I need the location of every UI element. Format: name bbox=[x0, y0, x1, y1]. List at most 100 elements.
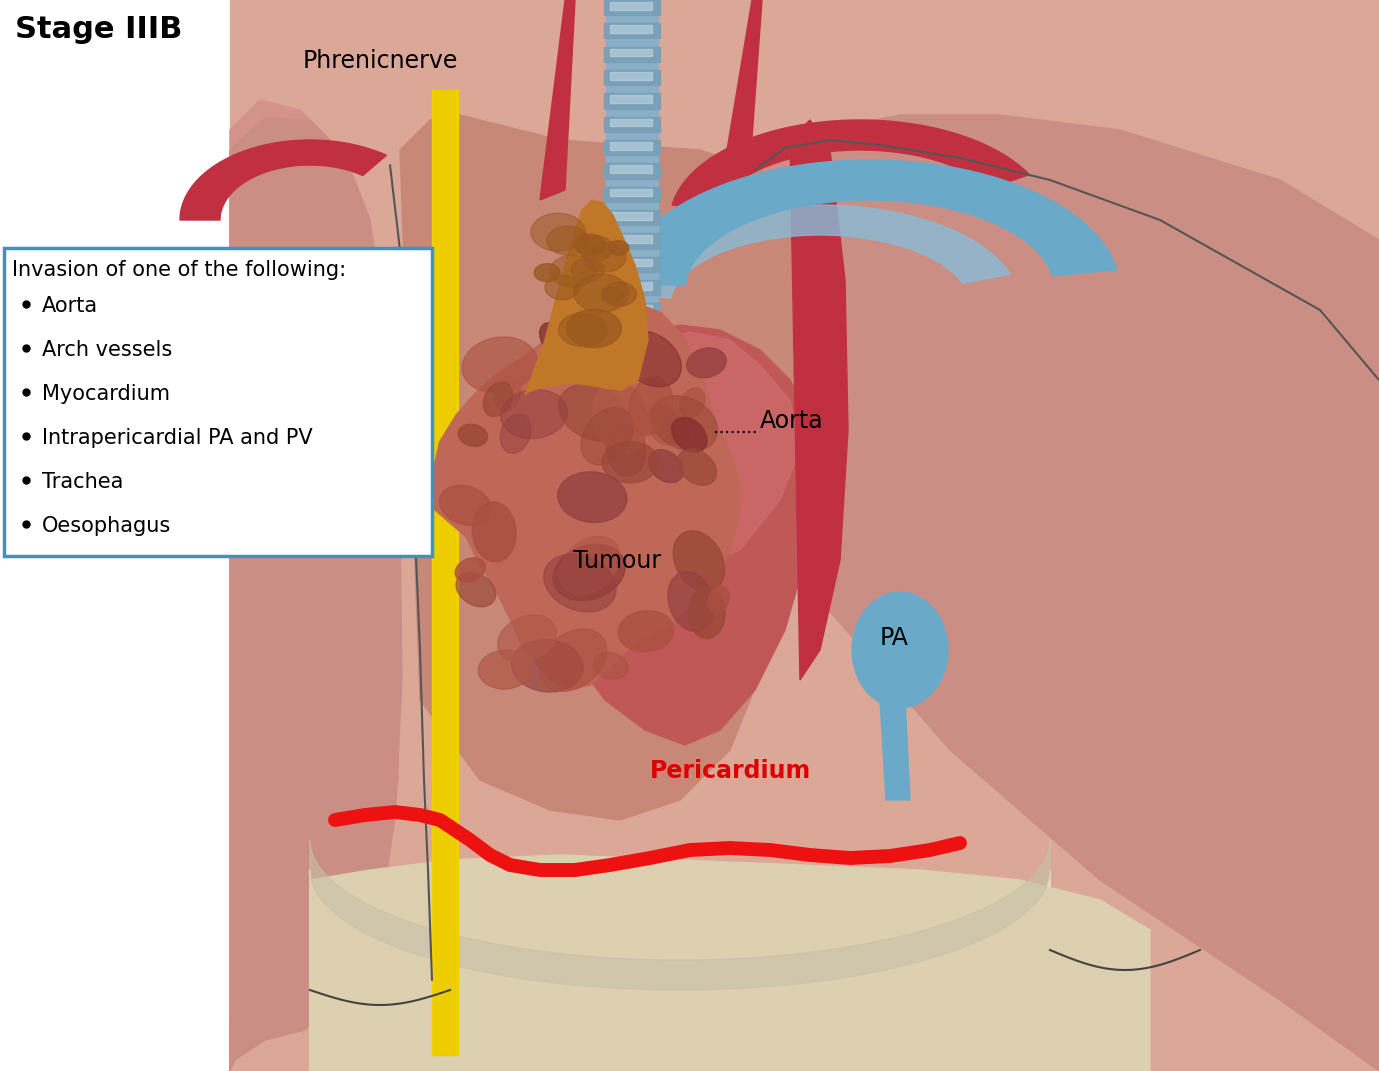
Bar bbox=[604, 396, 661, 412]
Text: Tumour: Tumour bbox=[574, 549, 661, 573]
Ellipse shape bbox=[483, 382, 513, 417]
Ellipse shape bbox=[550, 255, 596, 287]
Bar bbox=[604, 186, 661, 201]
Bar bbox=[610, 375, 652, 383]
Ellipse shape bbox=[688, 588, 725, 638]
Text: Aorta: Aorta bbox=[760, 409, 823, 433]
Ellipse shape bbox=[531, 213, 585, 252]
Ellipse shape bbox=[601, 441, 659, 483]
Polygon shape bbox=[525, 200, 648, 395]
Ellipse shape bbox=[648, 450, 683, 483]
Ellipse shape bbox=[498, 615, 556, 663]
Ellipse shape bbox=[571, 258, 604, 282]
Bar bbox=[604, 70, 661, 86]
Ellipse shape bbox=[440, 485, 491, 525]
Polygon shape bbox=[310, 855, 1150, 1071]
Bar bbox=[610, 119, 652, 126]
Bar bbox=[604, 140, 661, 155]
Ellipse shape bbox=[673, 531, 725, 591]
Ellipse shape bbox=[472, 502, 516, 562]
Ellipse shape bbox=[603, 282, 637, 306]
Polygon shape bbox=[310, 870, 1049, 1071]
Bar bbox=[604, 233, 661, 248]
Bar bbox=[610, 95, 652, 103]
Polygon shape bbox=[605, 0, 658, 420]
Ellipse shape bbox=[512, 639, 583, 692]
Polygon shape bbox=[600, 332, 800, 570]
Text: Stage IIIB: Stage IIIB bbox=[15, 15, 182, 44]
Ellipse shape bbox=[501, 390, 567, 439]
Bar bbox=[604, 280, 661, 296]
Bar bbox=[604, 0, 661, 15]
Ellipse shape bbox=[534, 263, 560, 282]
Ellipse shape bbox=[578, 236, 614, 260]
Ellipse shape bbox=[583, 242, 626, 272]
Polygon shape bbox=[230, 0, 1379, 1071]
Polygon shape bbox=[720, 0, 763, 180]
FancyBboxPatch shape bbox=[4, 248, 432, 556]
Text: PA: PA bbox=[880, 627, 909, 650]
Ellipse shape bbox=[677, 449, 717, 485]
Ellipse shape bbox=[687, 348, 727, 378]
Bar bbox=[604, 210, 661, 225]
Ellipse shape bbox=[581, 407, 633, 465]
Text: Oesophagus: Oesophagus bbox=[41, 516, 171, 536]
Bar bbox=[604, 257, 661, 272]
Bar bbox=[610, 329, 652, 336]
Bar bbox=[610, 259, 652, 267]
Ellipse shape bbox=[608, 241, 629, 255]
Bar bbox=[610, 305, 652, 313]
Bar bbox=[610, 212, 652, 220]
Bar bbox=[604, 374, 661, 389]
Text: Aorta: Aorta bbox=[41, 296, 98, 316]
Ellipse shape bbox=[455, 558, 485, 582]
Ellipse shape bbox=[495, 377, 520, 411]
Ellipse shape bbox=[601, 287, 623, 303]
Bar bbox=[610, 352, 652, 360]
Ellipse shape bbox=[539, 322, 565, 352]
Polygon shape bbox=[790, 120, 848, 680]
Polygon shape bbox=[541, 0, 575, 200]
Ellipse shape bbox=[458, 424, 488, 447]
Ellipse shape bbox=[501, 414, 531, 453]
Ellipse shape bbox=[593, 652, 627, 679]
Polygon shape bbox=[181, 140, 386, 220]
Bar bbox=[610, 282, 652, 289]
Ellipse shape bbox=[547, 226, 589, 255]
Ellipse shape bbox=[672, 418, 707, 452]
Bar bbox=[610, 188, 652, 196]
Text: Myocardium: Myocardium bbox=[41, 384, 170, 404]
Text: Pericardium: Pericardium bbox=[650, 759, 811, 783]
Polygon shape bbox=[852, 592, 947, 708]
Bar bbox=[610, 165, 652, 172]
Polygon shape bbox=[400, 115, 800, 820]
Polygon shape bbox=[432, 90, 458, 1055]
Bar bbox=[610, 2, 652, 10]
Ellipse shape bbox=[680, 388, 705, 418]
Ellipse shape bbox=[479, 650, 532, 689]
Bar bbox=[604, 24, 661, 39]
Text: Phrenicnerve: Phrenicnerve bbox=[303, 49, 458, 73]
Bar bbox=[610, 48, 652, 57]
Polygon shape bbox=[310, 840, 1049, 990]
Ellipse shape bbox=[659, 413, 690, 443]
Bar bbox=[604, 93, 661, 108]
Ellipse shape bbox=[618, 610, 674, 652]
Polygon shape bbox=[621, 205, 1011, 298]
Ellipse shape bbox=[560, 537, 621, 594]
Ellipse shape bbox=[667, 571, 714, 632]
Bar bbox=[610, 398, 652, 406]
Ellipse shape bbox=[456, 572, 495, 607]
Ellipse shape bbox=[553, 544, 625, 601]
Polygon shape bbox=[230, 118, 403, 1071]
Bar bbox=[610, 72, 652, 79]
Polygon shape bbox=[621, 160, 1117, 286]
Polygon shape bbox=[230, 100, 400, 1071]
Ellipse shape bbox=[647, 404, 680, 444]
Bar bbox=[604, 327, 661, 342]
Bar bbox=[604, 350, 661, 365]
Ellipse shape bbox=[593, 381, 648, 454]
Ellipse shape bbox=[575, 235, 605, 256]
Ellipse shape bbox=[558, 313, 607, 347]
Polygon shape bbox=[434, 90, 455, 1055]
